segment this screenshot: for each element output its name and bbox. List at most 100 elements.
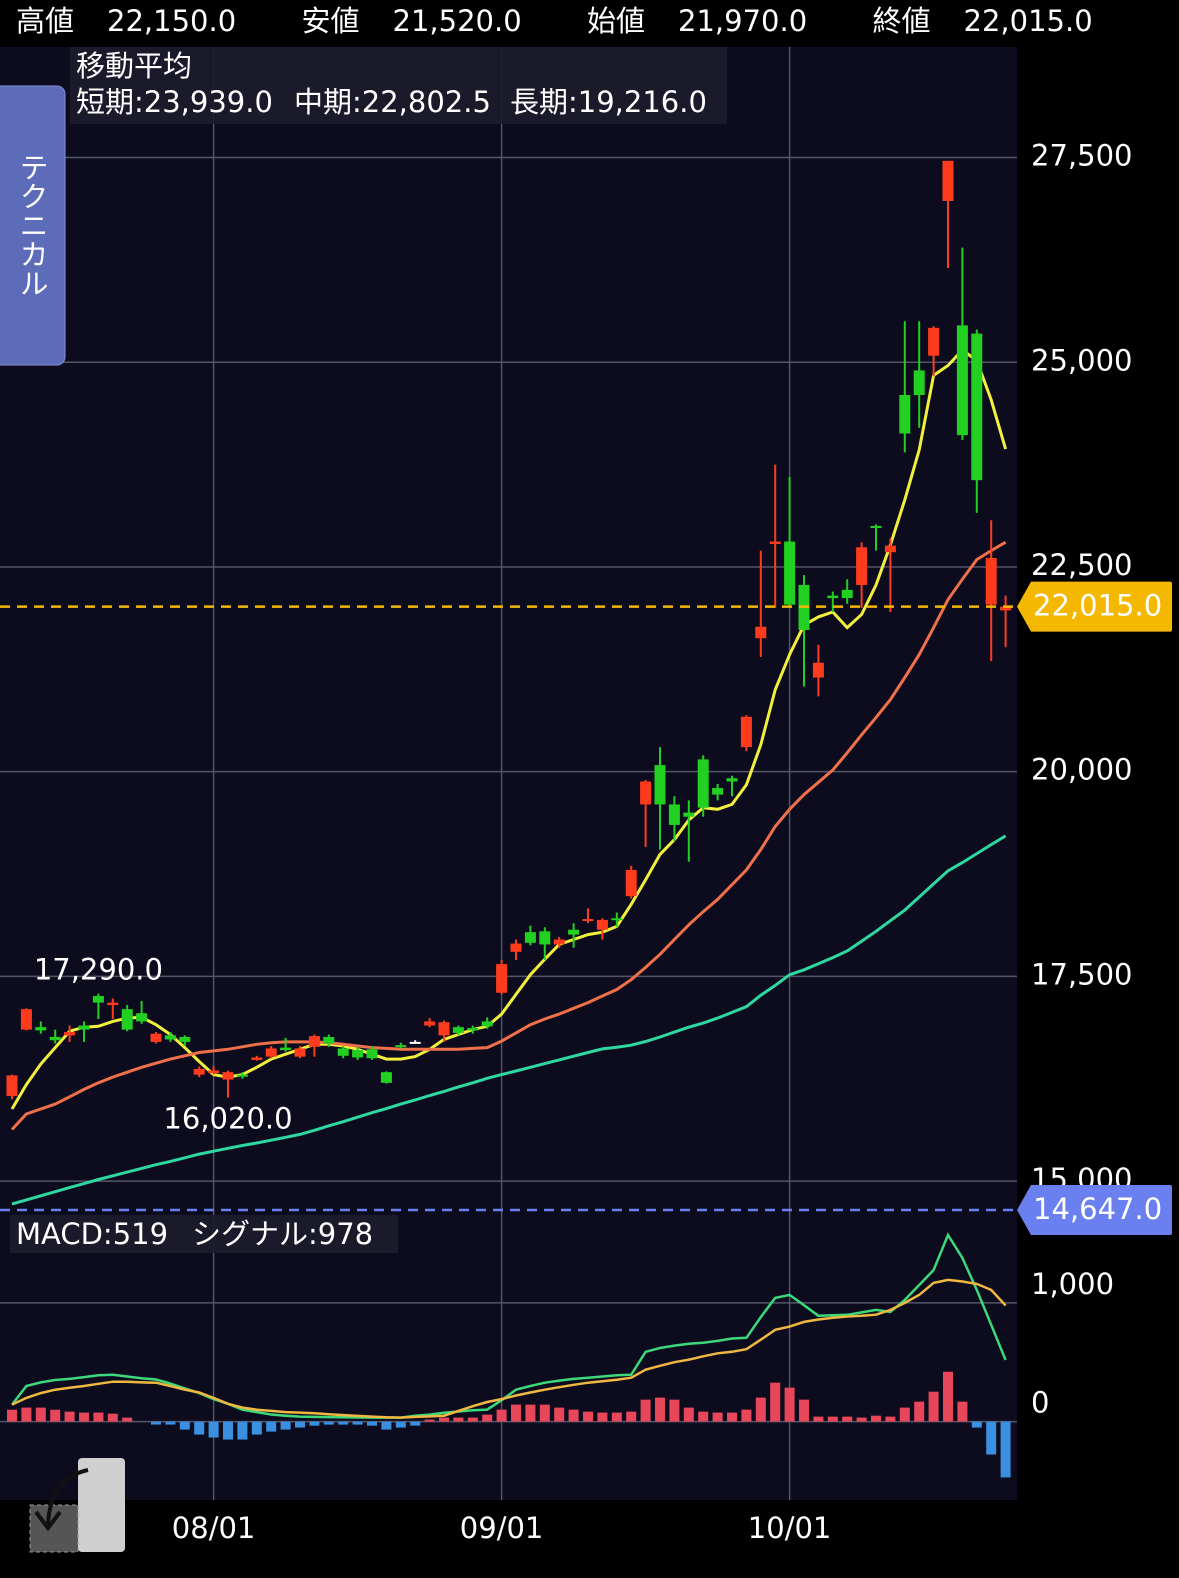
candle-body [539, 931, 551, 945]
overlay: 移動平均 テクニカル 高値 22,150.0 安値 21,520.0 始値 21,970.… [0, 4, 1172, 1553]
header-label: 安値 [302, 4, 360, 38]
candle-body [236, 1074, 248, 1077]
ma-title: 移動平均 [76, 49, 192, 83]
candle-body [395, 1045, 407, 1048]
macd-legend-box [10, 1215, 398, 1253]
histogram-bar [352, 1421, 363, 1425]
histogram-bar [395, 1421, 406, 1428]
candle-body [251, 1057, 263, 1060]
candle-body [683, 812, 695, 817]
candle-body [654, 765, 666, 805]
candle-body [697, 759, 709, 808]
ma-line [10, 347, 1008, 1110]
candle-body [596, 919, 608, 930]
candle-body [1000, 606, 1012, 611]
candle-body [366, 1049, 378, 1059]
technical-button[interactable] [0, 85, 66, 366]
candle-body [193, 1068, 205, 1075]
candle-body [870, 526, 882, 529]
candle-body [928, 327, 940, 356]
histogram-bar [453, 1417, 464, 1422]
x-tick-label: 08/01 [172, 1511, 256, 1545]
x-tick-label: 09/01 [460, 1511, 544, 1545]
candle-body [467, 1027, 479, 1031]
histogram-bar [683, 1407, 694, 1422]
histogram-bar [165, 1421, 176, 1425]
legend-entry: 短期:23,939.0 [76, 85, 273, 119]
candle-body [971, 333, 983, 481]
histogram-bar [885, 1416, 896, 1422]
histogram-bar [338, 1421, 349, 1425]
histogram-bar [367, 1421, 377, 1426]
candle-body [49, 1036, 61, 1041]
histogram-bar [827, 1416, 838, 1422]
histogram-bar [208, 1421, 219, 1438]
x-tick-label: 10/01 [748, 1511, 832, 1545]
price-tag [1017, 581, 1172, 632]
candle-body [582, 919, 594, 922]
candle-body [409, 1041, 421, 1044]
icon-arrow[interactable] [34, 1468, 89, 1532]
icon-panel[interactable] [78, 1458, 125, 1552]
candle-body [611, 918, 623, 921]
histogram-bar [21, 1407, 32, 1422]
candle-body [985, 557, 997, 605]
header-value: 22,015.0 [964, 4, 1093, 38]
histogram-bar [194, 1421, 205, 1435]
histogram-bar [251, 1421, 262, 1435]
histogram-bar [410, 1421, 421, 1426]
candle-body [755, 626, 767, 639]
candle-body [64, 1032, 76, 1036]
histogram-bar [971, 1421, 982, 1428]
candle-body [568, 929, 580, 935]
y-tick-label: 0 [1031, 1386, 1049, 1420]
histogram-bar [381, 1421, 392, 1430]
candle-body [899, 395, 911, 434]
histogram-bar [957, 1401, 968, 1422]
ma-line [11, 834, 1007, 1206]
y-tick-label: 27,500 [1031, 139, 1132, 173]
candle-body [784, 541, 796, 605]
histogram-bar [482, 1414, 493, 1422]
header-label: 始値 [587, 4, 645, 38]
histogram-bar [7, 1409, 17, 1422]
candle-body [841, 589, 853, 599]
candle-body [942, 160, 954, 201]
histogram-bar [928, 1391, 939, 1422]
histogram-bar [712, 1412, 723, 1422]
header-label: 終値 [873, 4, 931, 38]
price-annotation: 16,020.0 [163, 1102, 292, 1136]
histogram-bar [755, 1397, 766, 1422]
histogram-bar [611, 1412, 622, 1422]
marks [0, 160, 1017, 1478]
price-annotation: 17,290.0 [34, 953, 163, 987]
histogram-bar [943, 1371, 953, 1422]
histogram-bar [583, 1411, 593, 1422]
candle-body [452, 1027, 464, 1033]
histogram-bar [266, 1421, 277, 1432]
header-value: 21,520.0 [393, 4, 522, 38]
legend-entry: シグナル:978 [192, 1217, 373, 1251]
histogram-bar [640, 1399, 651, 1422]
y-tick-label: 20,000 [1031, 753, 1132, 787]
back-icon[interactable] [29, 1458, 125, 1553]
plot-area [0, 47, 1017, 1500]
histogram-bar [496, 1409, 507, 1422]
technical-button-label[interactable]: テクニカル [15, 153, 49, 298]
y-tick-label: 1,000 [1031, 1267, 1114, 1301]
histogram-bar [35, 1407, 46, 1422]
candle-body [265, 1048, 277, 1057]
histogram-bar [237, 1421, 248, 1440]
candle-body [424, 1021, 436, 1026]
candle-body [150, 1033, 162, 1042]
histogram-bar [467, 1417, 478, 1422]
histogram-bar [79, 1412, 89, 1422]
y-tick-label: 17,500 [1031, 957, 1132, 991]
ma-line [10, 540, 1007, 1131]
histogram-bar [179, 1421, 190, 1430]
candle-body [625, 869, 637, 897]
candle-body [726, 778, 738, 782]
candle-body [222, 1072, 234, 1080]
candle-body [323, 1036, 335, 1044]
